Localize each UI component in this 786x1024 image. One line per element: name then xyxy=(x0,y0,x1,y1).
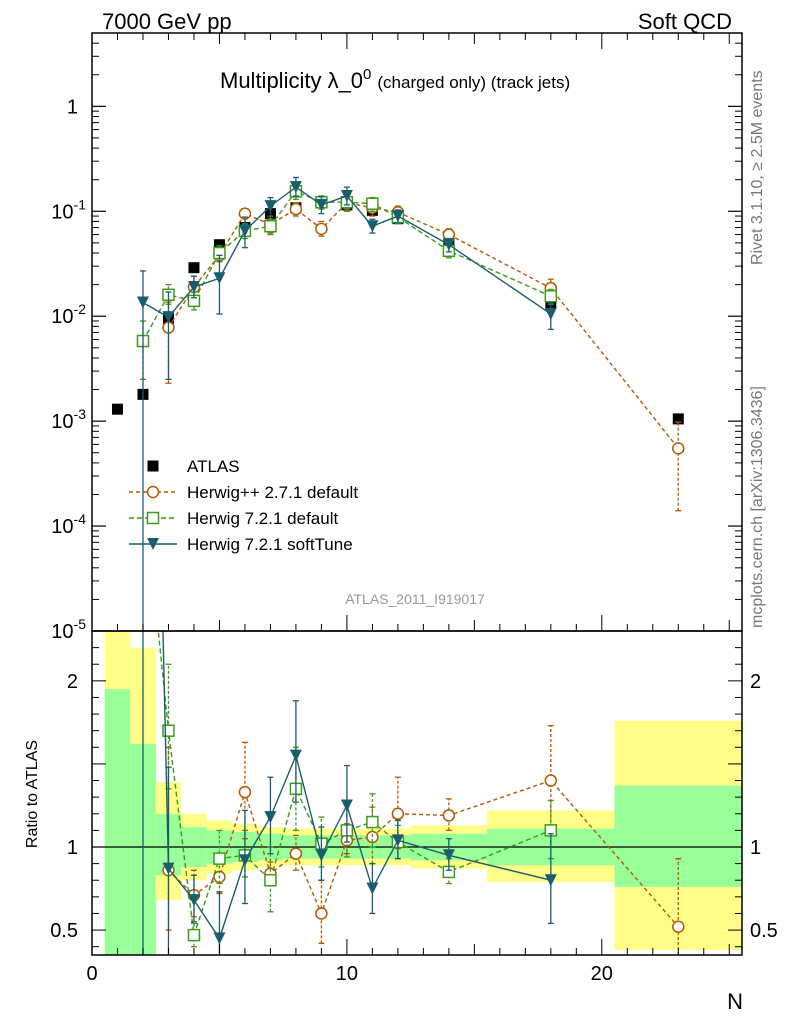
point-herwig-2-7-1-default xyxy=(289,202,303,216)
point-herwig-7-2-1-softtune xyxy=(340,189,353,202)
point-atlas xyxy=(188,262,200,274)
header-right: Soft QCD xyxy=(638,9,732,34)
point-herwig-7-2-1-default xyxy=(366,197,379,210)
point-herwig-7-2-1-softtune xyxy=(162,311,175,324)
legend-marker xyxy=(146,511,160,525)
band-inner xyxy=(104,689,131,955)
ratio-y-tick-label: 0.5 xyxy=(50,920,78,942)
point-herwig-2-7-1-default xyxy=(315,222,328,236)
title-superscript: 0 xyxy=(363,66,371,83)
series-line-herwig-7-2-1-default xyxy=(142,190,552,342)
ratio-point-herwig-7-2-1-softtune xyxy=(544,874,557,887)
legend-marker xyxy=(147,460,159,472)
ratio-point-herwig-2-7-1-default xyxy=(238,785,252,799)
mcplots-label: mcplots.cern.ch [arXiv:1306.3436] xyxy=(749,386,766,628)
point-herwig-7-2-1-default xyxy=(264,219,277,233)
ratio-point-herwig-7-2-1-softtune xyxy=(340,799,353,812)
ratio-y-tick-label-right: 1 xyxy=(750,837,761,859)
ratio-point-herwig-7-2-1-default xyxy=(213,852,226,865)
y-tick-label: 10-2 xyxy=(51,301,86,328)
main-plot-series xyxy=(111,176,685,631)
rivet-label: Rivet 3.1.10, ≥ 2.5M events xyxy=(749,70,766,265)
ratio-point-herwig-2-7-1-default xyxy=(391,807,405,821)
ratio-y-tick-label-right: 2 xyxy=(750,671,761,693)
point-herwig-7-2-1-softtune xyxy=(187,280,200,293)
legend-label: Herwig++ 2.7.1 default xyxy=(187,483,358,502)
point-herwig-7-2-1-softtune xyxy=(544,307,557,320)
point-herwig-7-2-1-softtune xyxy=(213,272,226,285)
legend-marker xyxy=(146,485,160,499)
point-atlas xyxy=(213,239,225,251)
title-main: Multiplicity λ_0 xyxy=(220,68,363,93)
ratio-point-herwig-7-2-1-softtune xyxy=(264,811,277,824)
x-tick-label: 10 xyxy=(336,963,358,985)
y-tick-label: 1 xyxy=(67,96,78,118)
point-herwig-7-2-1-softtune xyxy=(391,210,404,223)
legend: ATLAS Herwig++ 2.7.1 default Herwig 7.2.1 … xyxy=(129,457,358,554)
point-herwig-2-7-1-default xyxy=(672,442,685,455)
ratio-point-herwig-7-2-1-softtune xyxy=(391,834,404,847)
ratio-plot-series xyxy=(142,631,685,955)
ratio-point-herwig-7-2-1-default xyxy=(366,815,379,829)
y-tick-label: 10-5 xyxy=(51,616,86,643)
ratio-y-tick-label-right: 0.5 xyxy=(750,920,778,942)
point-herwig-7-2-1-softtune xyxy=(289,181,302,194)
ratio-point-herwig-7-2-1-default xyxy=(162,724,175,737)
ratio-point-herwig-2-7-1-default xyxy=(672,920,685,934)
ratio-point-herwig-2-7-1-default xyxy=(289,847,303,860)
legend-label: ATLAS xyxy=(187,457,240,476)
point-herwig-7-2-1-softtune xyxy=(315,198,328,211)
ratio-y-tick-label: 2 xyxy=(67,671,78,693)
ratio-point-herwig-7-2-1-softtune xyxy=(213,932,226,945)
axes: 10-510-410-310-210-110.5 0.51 12 20 10 20 xyxy=(50,33,778,985)
ratio-point-herwig-7-2-1-default xyxy=(187,928,201,942)
ratio-point-herwig-2-7-1-default xyxy=(315,907,328,920)
ratio-point-herwig-7-2-1-softtune xyxy=(238,854,251,867)
y-tick-label: 10-1 xyxy=(51,196,86,223)
ratio-axis-label: Ratio to ATLAS xyxy=(24,740,41,848)
point-herwig-7-2-1-softtune xyxy=(442,238,455,251)
point-herwig-7-2-1-softtune xyxy=(136,296,149,309)
ratio-point-herwig-7-2-1-softtune xyxy=(289,749,302,762)
x-tick-label: 20 xyxy=(591,963,613,985)
ratio-frame xyxy=(91,630,743,956)
legend-marker xyxy=(147,538,159,550)
legend-label: Herwig 7.2.1 softTune xyxy=(187,535,353,554)
point-herwig-7-2-1-softtune xyxy=(238,224,251,237)
plot-title: Multiplicity λ_00 (charged only) (track j… xyxy=(220,66,570,93)
point-atlas xyxy=(672,413,684,425)
point-herwig-7-2-1-softtune xyxy=(366,220,379,233)
point-atlas xyxy=(111,403,123,415)
point-herwig-7-2-1-default xyxy=(544,289,558,303)
y-tick-label: 10-4 xyxy=(51,511,86,538)
header-left: 7000 GeV pp xyxy=(102,9,232,34)
ratio-point-herwig-2-7-1-default xyxy=(544,774,558,787)
ratio-point-herwig-7-2-1-softtune xyxy=(187,894,200,907)
point-herwig-7-2-1-softtune xyxy=(264,200,277,213)
x-axis-label: N xyxy=(727,989,743,1014)
watermark: ATLAS_2011_I919017 xyxy=(345,591,485,607)
ratio-y-tick-label: 1 xyxy=(67,837,78,859)
ratio-point-herwig-7-2-1-softtune xyxy=(162,862,175,875)
x-tick-label: 0 xyxy=(86,963,97,985)
ratio-point-herwig-7-2-1-softtune xyxy=(315,849,328,862)
legend-label: Herwig 7.2.1 default xyxy=(187,509,338,528)
uncertainty-bands xyxy=(92,631,742,955)
title-suffix: (charged only) (track jets) xyxy=(377,73,570,92)
ratio-point-herwig-2-7-1-default xyxy=(442,809,456,822)
ratio-point-herwig-7-2-1-softtune xyxy=(366,882,379,895)
ratio-point-herwig-7-2-1-default xyxy=(264,873,277,887)
ratio-point-herwig-7-2-1-softtune xyxy=(442,849,455,862)
y-tick-label: 10-3 xyxy=(51,406,86,433)
band-inner xyxy=(614,785,742,887)
